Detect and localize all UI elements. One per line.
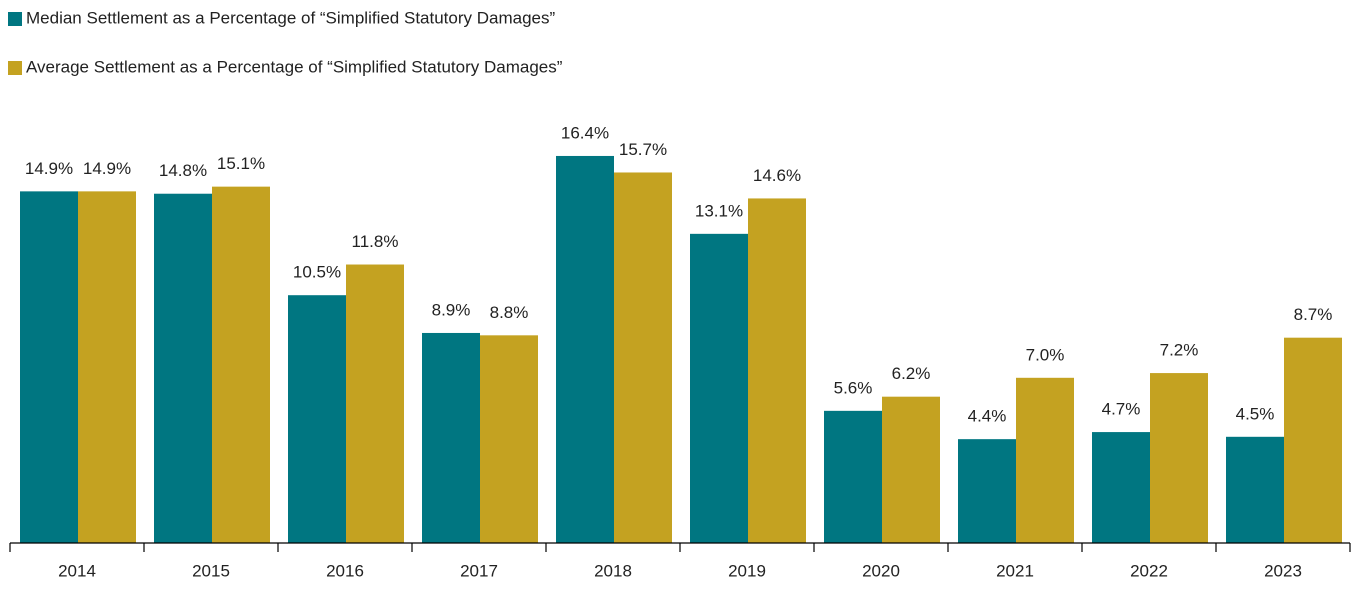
data-label: 8.7% — [1294, 305, 1333, 324]
bar — [288, 295, 346, 543]
x-tick-label: 2019 — [728, 561, 766, 580]
bar — [422, 332, 480, 543]
data-label: 8.8% — [490, 303, 529, 322]
x-tick-label: 2020 — [862, 561, 900, 580]
data-label: 14.8% — [159, 161, 207, 180]
bar — [1016, 377, 1074, 543]
bar — [690, 233, 748, 543]
x-tick-label: 2022 — [1130, 561, 1168, 580]
x-tick-label: 2023 — [1264, 561, 1302, 580]
bar — [1092, 432, 1150, 543]
bar — [614, 172, 672, 544]
data-label: 4.4% — [968, 407, 1007, 426]
data-label: 15.7% — [619, 140, 667, 159]
x-tick-label: 2014 — [58, 561, 96, 580]
data-label: 4.7% — [1102, 400, 1141, 419]
data-label: 7.2% — [1160, 341, 1199, 360]
x-tick-label: 2021 — [996, 561, 1034, 580]
data-label: 15.1% — [217, 154, 265, 173]
legend-label: Median Settlement as a Percentage of “Si… — [26, 8, 555, 27]
data-label: 14.9% — [25, 159, 73, 178]
data-label: 7.0% — [1026, 345, 1065, 364]
bar — [824, 410, 882, 543]
bar — [1150, 373, 1208, 543]
bar — [1226, 436, 1284, 543]
data-label: 4.5% — [1236, 404, 1275, 423]
data-label: 8.9% — [432, 300, 471, 319]
bar — [1284, 337, 1342, 543]
data-label: 10.5% — [293, 263, 341, 282]
bar — [748, 198, 806, 543]
data-label: 11.8% — [352, 232, 399, 251]
bar — [480, 335, 538, 543]
bar — [958, 439, 1016, 543]
data-label: 14.6% — [753, 166, 801, 185]
bar — [154, 193, 212, 543]
bar — [212, 186, 270, 543]
legend-swatch — [8, 61, 22, 75]
bar — [346, 264, 404, 543]
data-label: 5.6% — [834, 378, 873, 397]
data-label: 16.4% — [561, 123, 609, 142]
bar — [556, 155, 614, 543]
data-label: 14.9% — [83, 159, 131, 178]
data-label: 13.1% — [695, 201, 743, 220]
bar — [20, 191, 78, 544]
data-label: 6.2% — [892, 364, 931, 383]
bar — [882, 396, 940, 543]
x-tick-label: 2015 — [192, 561, 230, 580]
legend-label: Average Settlement as a Percentage of “S… — [26, 57, 563, 76]
legend-swatch — [8, 12, 22, 26]
x-tick-label: 2016 — [326, 561, 364, 580]
bar — [78, 191, 136, 544]
x-tick-label: 2018 — [594, 561, 632, 580]
x-tick-label: 2017 — [460, 561, 498, 580]
